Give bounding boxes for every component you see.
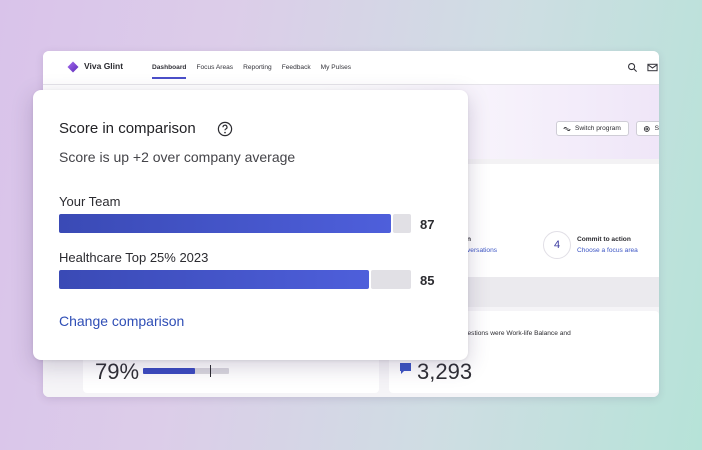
comparison-score-your-team: 87 bbox=[420, 217, 435, 232]
comparison-bar-remainder bbox=[393, 214, 411, 233]
participation-value: 79% bbox=[95, 359, 140, 384]
brand-name: Viva Glint bbox=[84, 61, 124, 71]
mail-icon[interactable] bbox=[647, 62, 658, 73]
comparison-score-benchmark: 85 bbox=[420, 273, 435, 288]
viva-glint-logo-icon bbox=[67, 61, 79, 73]
switch-program-button[interactable]: Switch program bbox=[556, 121, 629, 136]
nav-focus-areas[interactable]: Focus Areas bbox=[196, 64, 234, 71]
top-nav-bar: Viva Glint Dashboard Focus Areas Reporti… bbox=[43, 51, 659, 85]
search-icon[interactable] bbox=[627, 62, 638, 73]
comparison-label-benchmark: Healthcare Top 25% 2023 bbox=[59, 250, 209, 265]
nav-my-pulses[interactable]: My Pulses bbox=[320, 64, 352, 71]
settings-button[interactable]: S bbox=[636, 121, 659, 136]
participation-bar-fill bbox=[143, 368, 195, 374]
step-title-partial: n bbox=[467, 236, 472, 243]
gear-icon bbox=[643, 125, 650, 132]
switch-program-label: Switch program bbox=[575, 125, 621, 132]
popover-title: Score in comparison bbox=[59, 120, 196, 137]
comments-count: 3,293 bbox=[417, 359, 473, 384]
comparison-bar-remainder bbox=[371, 270, 411, 289]
choose-focus-area-link[interactable]: Choose a focus area bbox=[577, 247, 638, 254]
score-comparison-popover: Score in comparison Score is up +2 over … bbox=[33, 90, 468, 360]
help-icon[interactable] bbox=[217, 121, 233, 137]
insight-text: on questions were Work-life Balance and bbox=[451, 330, 571, 337]
step-number-circle: 4 bbox=[543, 231, 571, 259]
settings-label: S bbox=[654, 125, 659, 132]
nav-dashboard[interactable]: Dashboard bbox=[147, 51, 191, 85]
comparison-bar-fill bbox=[59, 270, 369, 289]
step-link-partial[interactable]: versations bbox=[467, 247, 498, 254]
comment-icon bbox=[400, 363, 411, 374]
nav-reporting[interactable]: Reporting bbox=[243, 64, 272, 71]
participation-benchmark-marker bbox=[210, 365, 211, 377]
main-nav: Dashboard Focus Areas Reporting Feedback… bbox=[147, 51, 356, 85]
comparison-bar-your-team bbox=[59, 214, 411, 233]
nav-feedback[interactable]: Feedback bbox=[281, 64, 311, 71]
commit-to-action-title: Commit to action bbox=[577, 236, 631, 243]
change-comparison-link[interactable]: Change comparison bbox=[59, 313, 185, 329]
popover-subtitle: Score is up +2 over company average bbox=[59, 149, 296, 165]
link-icon bbox=[563, 126, 571, 131]
step-number: 4 bbox=[553, 239, 561, 251]
comparison-bar-benchmark bbox=[59, 270, 411, 289]
comparison-bar-fill bbox=[59, 214, 391, 233]
comparison-label-your-team: Your Team bbox=[59, 194, 121, 209]
